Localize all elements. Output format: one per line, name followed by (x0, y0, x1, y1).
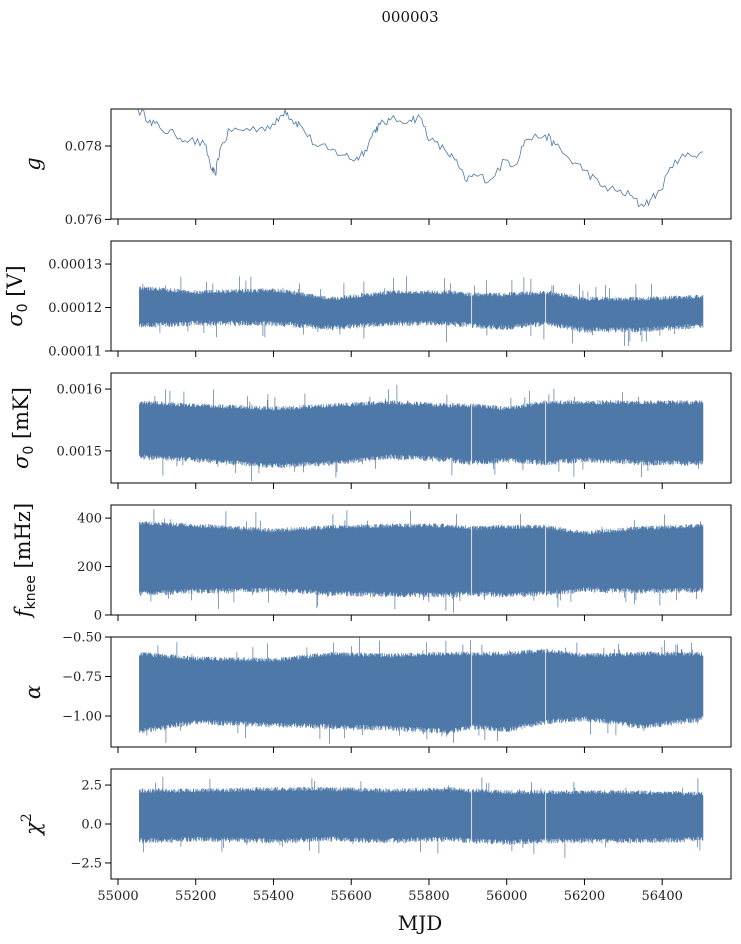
x-tick-label: 56200 (564, 889, 605, 904)
x-tick-label: 55600 (331, 889, 372, 904)
x-tick-label: 55200 (175, 889, 216, 904)
y-tick-label: 2.5 (81, 779, 102, 794)
x-tick-label: 55800 (408, 889, 449, 904)
y-tick-label: −0.50 (62, 631, 102, 646)
figure-title: 000003 (381, 8, 438, 26)
axes-frame (110, 504, 732, 616)
panel-1: 0.00011 0.00012 0.00013 σ0 [V] (3, 240, 732, 360)
panel-4: −1.00 −0.75 −0.50 α (21, 631, 732, 753)
axes-frame (110, 240, 732, 352)
noise-band (139, 276, 704, 346)
y-tick-label: 0 (94, 609, 102, 624)
y-tick-label: 200 (77, 560, 102, 575)
series-4 (139, 637, 704, 744)
series-1 (139, 276, 704, 346)
panel-2: 0.0015 0.0016 σ0 [mK] (9, 372, 732, 489)
y-tick-label: 0.076 (65, 213, 102, 228)
y-tick-label: 0.0015 (57, 444, 103, 459)
x-axis-label: MJD (398, 911, 443, 935)
axes-frame (110, 636, 732, 748)
x-tick-label: 55000 (97, 889, 138, 904)
series-5 (139, 776, 704, 858)
noise-band (139, 509, 704, 613)
panel-3: 0 200 400 fknee [mHz] (11, 503, 732, 624)
g-line (137, 109, 704, 208)
noise-band (139, 384, 704, 482)
y-axis-label: fknee [mHz] (11, 503, 39, 619)
y-axis-label: α (21, 685, 45, 699)
y-tick-label: 0.078 (65, 140, 102, 155)
x-tick-label: 56400 (642, 889, 683, 904)
y-axis-label: g (21, 157, 45, 170)
y-tick-label: −1.00 (62, 710, 102, 725)
y-tick-label: −0.75 (62, 670, 102, 685)
panel-0: 0.076 0.078 g (21, 108, 732, 228)
axes-frame (110, 108, 732, 220)
y-tick-label: 0.00011 (48, 345, 102, 360)
y-axis-label: σ0 [V] (3, 265, 31, 327)
series-3 (139, 509, 704, 613)
y-tick-label: 0.0 (81, 818, 102, 833)
y-tick-label: 400 (77, 512, 102, 527)
axes-frame (110, 372, 732, 484)
noise-band (139, 776, 704, 858)
y-tick-label: 0.00013 (48, 258, 102, 273)
x-tick-label: 56000 (486, 889, 527, 904)
y-axis-label: σ0 [mK] (9, 387, 37, 469)
x-tick-label: 55400 (253, 889, 294, 904)
series-2 (139, 384, 704, 482)
panel-5: −2.5 0.0 2.5 55000 55200 55400 55600 55800 56000… (19, 768, 732, 904)
y-axis-label: χ2 (19, 813, 45, 837)
series-0 (137, 109, 704, 208)
y-tick-label: 0.0016 (57, 383, 103, 398)
noise-band (139, 637, 704, 744)
y-tick-label: 0.00012 (48, 301, 102, 316)
y-tick-label: −2.5 (70, 856, 102, 871)
